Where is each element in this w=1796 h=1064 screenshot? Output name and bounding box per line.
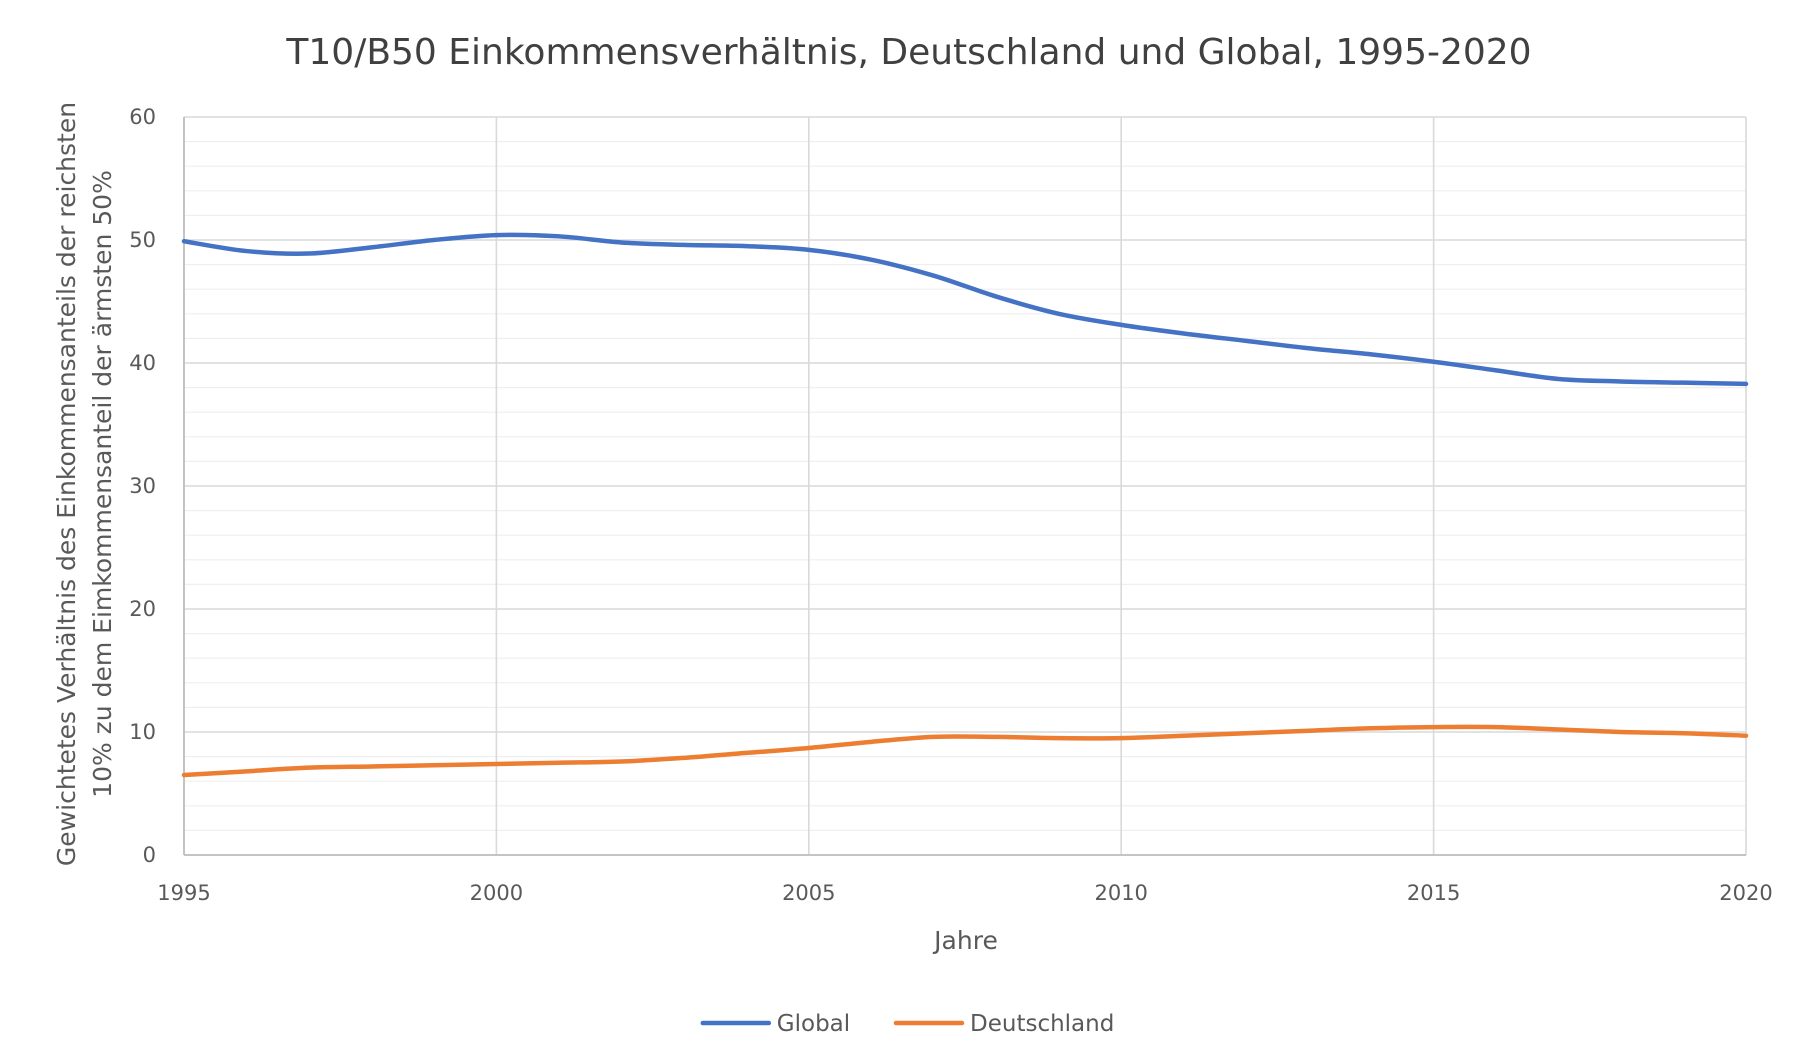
grid-lines	[183, 116, 1747, 856]
x-tick-label: 2020	[1719, 881, 1772, 905]
legend-label-global: Global	[777, 1011, 850, 1037]
x-tick-label: 1995	[157, 881, 210, 905]
chart-title: T10/B50 Einkommensverhältnis, Deutschlan…	[285, 32, 1531, 73]
series-line-deutschland	[181, 724, 1749, 778]
x-tick-label: 2010	[1094, 881, 1147, 905]
y-axis-label-line-1: Gewichtetes Verhältnis des Einkommensant…	[52, 102, 81, 866]
y-tick-label: 30	[129, 474, 156, 498]
y-axis-label-line-2: 10% zu dem Eimkommensanteil der ärmsten …	[88, 170, 117, 798]
x-tick-label: 2005	[782, 881, 835, 905]
y-tick-label: 50	[129, 228, 156, 252]
legend-label-deutschland: Deutschland	[970, 1011, 1114, 1037]
y-tick-label: 60	[129, 105, 156, 129]
legend: Global Deutschland	[700, 1011, 1114, 1037]
x-tick-label: 2015	[1407, 881, 1460, 905]
y-tick-label: 20	[129, 597, 156, 621]
y-tick-label: 40	[129, 351, 156, 375]
x-tick-label: 2000	[470, 881, 523, 905]
series-lines	[181, 232, 1749, 778]
y-axis-label: Gewichtetes Verhältnis des Einkommensant…	[52, 102, 117, 866]
x-axis-label: Jahre	[932, 926, 998, 955]
y-tick-label: 0	[143, 843, 156, 867]
y-tick-labels: 0 10 20 30 40 50 60	[129, 105, 156, 867]
series-line-global	[181, 232, 1749, 387]
x-tick-labels: 1995 2000 2005 2010 2015 2020	[157, 881, 1772, 905]
y-tick-label: 10	[129, 720, 156, 744]
